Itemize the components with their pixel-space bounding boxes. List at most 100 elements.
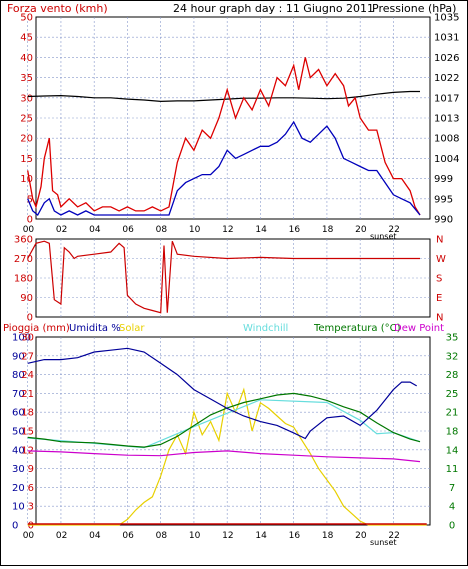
wind-tick-label: 50 (20, 13, 33, 24)
compass-label: W (436, 254, 446, 265)
hour-tick-label: 12 (222, 531, 233, 541)
humidity-tick-label: 10 (12, 502, 25, 513)
humidity-line (27, 347, 417, 440)
wind-tick-label: 0 (27, 215, 33, 226)
wind-tick-label: 25 (20, 114, 33, 125)
hour-tick-label: 10 (189, 531, 201, 541)
pressure-tick-label: 995 (434, 194, 453, 205)
hour-tick-label: 18 (322, 225, 334, 235)
hour-tick-label: 22 (388, 531, 399, 541)
dewpoint-line (27, 450, 421, 463)
rain-tick-label: 0 (28, 521, 34, 532)
temperature-tick-label: 4 (449, 502, 455, 513)
rain-tick-label: 24 (21, 370, 34, 381)
temperature-tick-label: 18 (446, 427, 459, 438)
wind-tick-label: 45 (20, 33, 33, 44)
rain-tick-label: 12 (21, 445, 34, 456)
humidity-tick-label: 80 (12, 370, 25, 381)
compass-label: N (436, 235, 443, 246)
humidity-tick-label: 30 (12, 464, 25, 475)
rain-tick-label: 18 (21, 408, 34, 419)
humidity-tick-label: 60 (12, 408, 25, 419)
wind-direction-line (27, 240, 420, 314)
wind-tick-label: 5 (27, 194, 33, 205)
pressure-tick-label: 1022 (434, 73, 459, 84)
direction-tick-label: 0 (27, 313, 33, 324)
wind-panel-ticks: 0510152025303540455099099599910041008101… (20, 13, 459, 236)
direction-tick-label: 360 (14, 235, 33, 246)
humidity-tick-label: 40 (12, 445, 25, 456)
pressure-tick-label: 1035 (434, 13, 459, 24)
hour-tick-label: 16 (289, 531, 301, 541)
hour-tick-label: 16 (289, 225, 301, 235)
legend-temperatura: Temperatura (°C) (313, 323, 401, 334)
legend-umidita: Umidita % (69, 323, 121, 334)
hour-tick-label: 10 (189, 225, 201, 235)
hour-tick-label: 14 (255, 225, 267, 235)
direction-tick-label: 270 (14, 254, 33, 265)
wind-speed-line (27, 120, 421, 217)
hour-tick-label: 20 (355, 531, 367, 541)
wind-axis-title: Forza vento (kmh) (7, 2, 108, 15)
pressure-tick-label: 1026 (434, 53, 459, 64)
pressure-tick-label: 1031 (434, 33, 459, 44)
rain-tick-label: 21 (21, 389, 34, 400)
wind-tick-label: 15 (20, 154, 33, 165)
compass-label: N (436, 313, 443, 324)
legend-dewpoint: Dew Point (394, 323, 444, 334)
hour-tick-label: 12 (222, 225, 233, 235)
humidity-tick-label: 90 (12, 351, 25, 362)
hour-tick-label: 00 (23, 531, 35, 541)
rain-tick-label: 27 (21, 351, 34, 362)
pressure-tick-label: 1004 (434, 154, 459, 165)
temperature-tick-label: 25 (446, 389, 459, 400)
compass-label: S (436, 274, 442, 285)
temperature-tick-label: 14 (446, 445, 459, 456)
temperature-tick-label: 32 (446, 351, 459, 362)
pressure-tick-label: 990 (434, 215, 453, 226)
hour-tick-label: 04 (89, 531, 101, 541)
legend-solar: Solar (119, 323, 145, 334)
hour-tick-label: 02 (56, 225, 67, 235)
wind-tick-label: 40 (20, 53, 33, 64)
hour-tick-label: 20 (355, 225, 367, 235)
rain-tick-label: 30 (21, 333, 34, 344)
humidity-tick-label: 20 (12, 483, 25, 494)
hour-tick-label: 06 (122, 531, 134, 541)
chart-title: 24 hour graph day : 11 Giugno 2011 (173, 2, 374, 15)
hour-tick-label: 00 (23, 225, 35, 235)
pressure-tick-label: 1013 (434, 114, 459, 125)
solar-line (27, 387, 427, 526)
hour-tick-label: 08 (156, 531, 168, 541)
temperature-tick-label: 7 (449, 483, 455, 494)
hour-tick-label: 14 (255, 531, 267, 541)
rain-tick-label: 3 (28, 502, 34, 513)
wind-tick-label: 20 (20, 134, 33, 145)
wind-tick-label: 30 (20, 93, 33, 104)
rain-tick-label: 15 (21, 427, 34, 438)
wind-tick-label: 10 (20, 174, 33, 185)
pressure-line (27, 90, 420, 103)
temperature-tick-label: 11 (446, 464, 459, 475)
temperature-tick-label: 0 (449, 521, 455, 532)
hour-tick-label: 06 (122, 225, 134, 235)
hour-tick-label: 04 (89, 225, 101, 235)
humidity-tick-label: 70 (12, 389, 25, 400)
temperature-tick-label: 35 (446, 333, 459, 344)
wind-gust-line (27, 57, 421, 216)
weather-panel-ticks: 0102030405060708090100036912151821242730… (12, 333, 458, 542)
temperature-tick-label: 28 (446, 370, 459, 381)
legend-windchill: Windchill (243, 323, 288, 334)
humidity-tick-label: 50 (12, 427, 25, 438)
direction-tick-label: 180 (14, 274, 33, 285)
direction-tick-label: 90 (20, 293, 33, 304)
wind-tick-label: 35 (20, 73, 33, 84)
weather-panel-grid (27, 337, 430, 525)
pressure-tick-label: 999 (434, 174, 453, 185)
pressure-tick-label: 1008 (434, 134, 459, 145)
hour-tick-label: 18 (322, 531, 334, 541)
hour-tick-label: 02 (56, 531, 67, 541)
